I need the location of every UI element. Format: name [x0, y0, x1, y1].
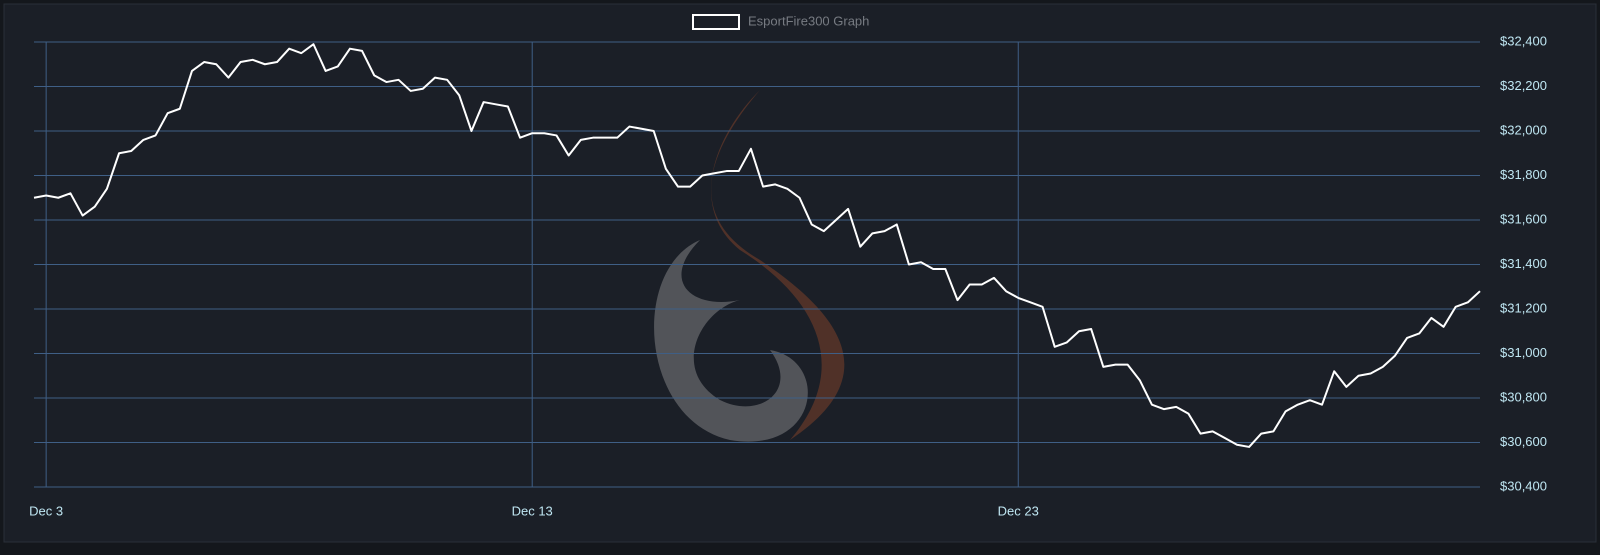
legend-swatch: [692, 14, 740, 30]
line-series: [33, 43, 1481, 448]
x-tick-label: Dec 3: [29, 503, 63, 518]
watermark-logo: [654, 90, 845, 442]
y-tick-label: $30,600: [1500, 434, 1547, 449]
x-tick-label: Dec 13: [512, 503, 553, 518]
y-tick-label: $31,400: [1500, 256, 1547, 271]
y-tick-label: $30,800: [1500, 389, 1547, 404]
x-tick-label: Dec 23: [998, 503, 1039, 518]
chart-background: [3, 3, 1597, 543]
y-tick-label: $32,400: [1500, 33, 1547, 48]
y-tick-label: $31,000: [1500, 345, 1547, 360]
y-tick-label: $30,400: [1500, 478, 1547, 493]
y-tick-label: $31,600: [1500, 211, 1547, 226]
y-tick-label: $32,200: [1500, 78, 1547, 93]
y-tick-label: $31,800: [1500, 167, 1547, 182]
y-tick-label: $32,000: [1500, 122, 1547, 137]
legend-label: EsportFire300 Graph: [748, 13, 869, 28]
y-tick-label: $31,200: [1500, 300, 1547, 315]
